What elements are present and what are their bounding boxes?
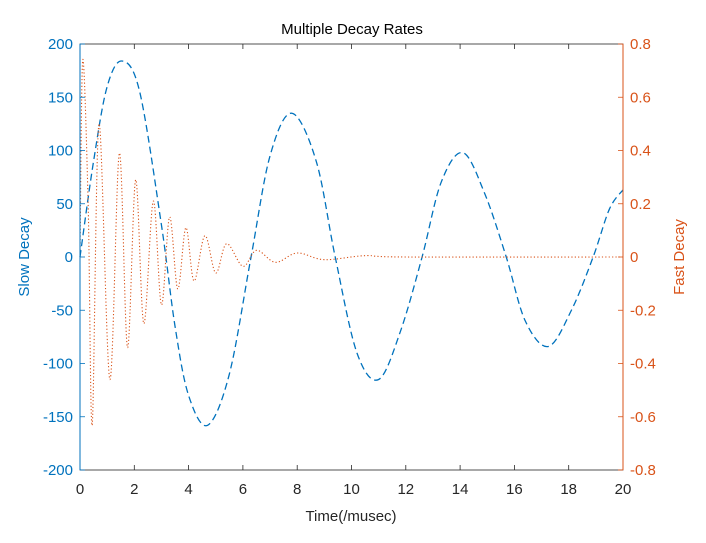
x-tick-label: 18: [560, 481, 577, 498]
y-left-tick-label: 200: [48, 36, 73, 53]
slow-decay-series-line: [79, 60, 624, 427]
y-right-tick-label: 0.6: [630, 89, 651, 106]
y-left-tick-label: -100: [43, 356, 73, 373]
y-left-tick-label: 50: [56, 196, 73, 213]
x-tick-label: 6: [239, 481, 247, 498]
y-right-tick-label: -0.6: [630, 409, 656, 426]
plot-lines: [79, 59, 624, 427]
y-right-tick-label: 0: [630, 249, 638, 266]
y-right-tick-label: 0.8: [630, 36, 651, 53]
x-tick-label: 8: [293, 481, 301, 498]
y-right-tick-label: -0.8: [630, 462, 656, 479]
x-tick-label: 20: [615, 481, 632, 498]
y-axis-right: -0.8 -0.6 -0.4 -0.2 0 0.2 0.4 0.6 0.8: [618, 36, 656, 479]
x-tick-label: 0: [76, 481, 84, 498]
x-axis-label: Time(/musec): [305, 508, 396, 525]
y-left-tick-label: 0: [65, 249, 73, 266]
y-axis-left: -200 -150 -100 -50 0 50 100 150 200: [43, 36, 85, 479]
y-left-tick-label: 150: [48, 89, 73, 106]
y-right-tick-label: 0.2: [630, 196, 651, 213]
y-axis-left-label: Slow Decay: [16, 217, 33, 297]
y-right-tick-label: 0.4: [630, 143, 651, 160]
chart-title: Multiple Decay Rates: [281, 21, 423, 38]
y-left-tick-label: 100: [48, 143, 73, 160]
x-tick-label: 12: [397, 481, 414, 498]
y-right-tick-label: -0.4: [630, 356, 656, 373]
x-tick-label: 16: [506, 481, 523, 498]
x-axis: 0 2 4 6 8 10 12 14 16 18 20: [76, 44, 632, 498]
y-left-tick-label: -50: [51, 302, 73, 319]
y-left-tick-label: -200: [43, 462, 73, 479]
y-axis-right-label: Fast Decay: [671, 219, 688, 295]
x-tick-label: 10: [343, 481, 360, 498]
x-tick-label: 4: [184, 481, 192, 498]
x-tick-label: 2: [130, 481, 138, 498]
x-tick-label: 14: [452, 481, 469, 498]
y-left-tick-label: -150: [43, 409, 73, 426]
y-right-tick-label: -0.2: [630, 302, 656, 319]
fast-decay-series-line: [79, 59, 624, 426]
